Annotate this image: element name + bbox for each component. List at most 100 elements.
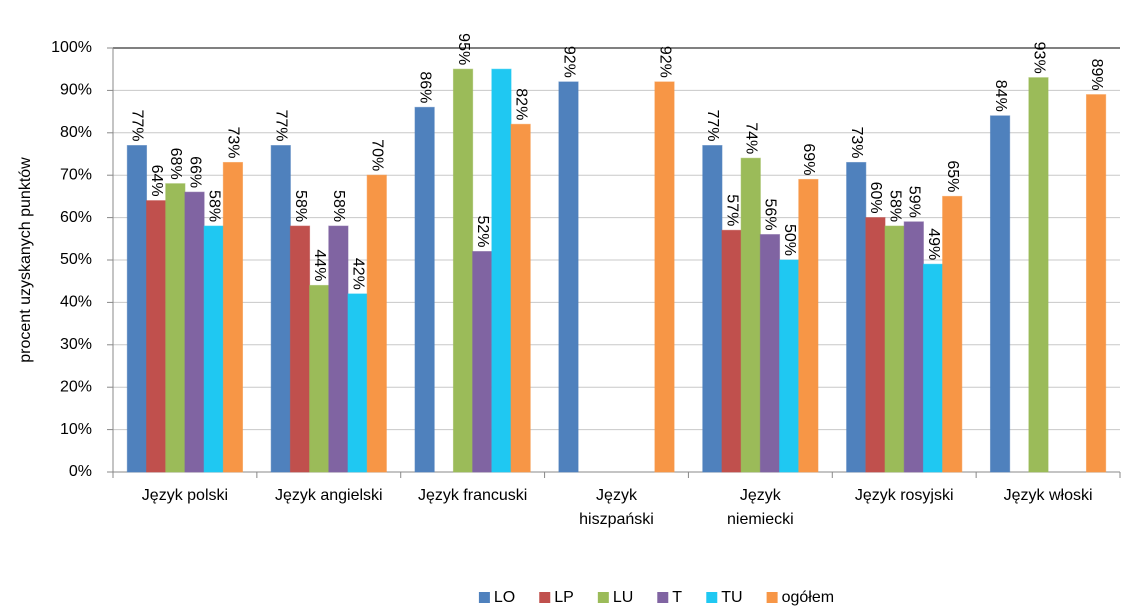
data-label: 58% bbox=[886, 190, 903, 222]
data-label: 59% bbox=[906, 186, 923, 218]
bar bbox=[328, 225, 349, 473]
bar bbox=[270, 145, 291, 473]
data-label: 92% bbox=[560, 46, 577, 78]
data-label: 49% bbox=[925, 228, 942, 260]
x-tick-label-line: Język bbox=[596, 487, 638, 504]
data-label: 89% bbox=[1088, 59, 1105, 91]
data-label: 60% bbox=[867, 182, 884, 214]
bar bbox=[1028, 77, 1049, 473]
legend-item: T bbox=[657, 589, 682, 606]
y-tick-label: 30% bbox=[60, 336, 92, 353]
legend-label: ogółem bbox=[782, 589, 834, 606]
data-label: 58% bbox=[292, 190, 309, 222]
bar bbox=[452, 68, 474, 473]
legend-swatch bbox=[478, 592, 490, 603]
legend-swatch bbox=[766, 592, 778, 603]
x-tick-label: Język hiszpański bbox=[579, 487, 654, 528]
x-tick-label-line: hiszpański bbox=[579, 511, 654, 528]
y-tick-label: 50% bbox=[60, 251, 92, 268]
bar bbox=[721, 229, 742, 473]
bar bbox=[798, 178, 819, 473]
legend-item: LO bbox=[478, 589, 515, 606]
data-label: 69% bbox=[800, 143, 817, 175]
bar bbox=[759, 234, 781, 473]
data-label: 74% bbox=[743, 122, 760, 154]
bar bbox=[779, 259, 800, 473]
data-label: 64% bbox=[148, 165, 165, 197]
bar bbox=[184, 191, 205, 473]
x-tick-label: Język włoski bbox=[1004, 487, 1093, 504]
data-label: 84% bbox=[992, 80, 1009, 112]
bar bbox=[366, 174, 387, 473]
bar bbox=[884, 225, 905, 473]
legend-item: LU bbox=[597, 589, 633, 606]
data-label: 82% bbox=[512, 88, 529, 120]
bar bbox=[289, 225, 311, 473]
bar bbox=[126, 145, 148, 473]
y-tick-label: 0% bbox=[69, 463, 92, 480]
y-tick-label: 100% bbox=[51, 39, 92, 56]
data-label: 68% bbox=[167, 148, 184, 180]
data-label: 86% bbox=[416, 71, 433, 103]
x-tick-label-line: Język francuski bbox=[418, 487, 527, 504]
data-label: 73% bbox=[848, 126, 865, 158]
bar bbox=[347, 293, 368, 473]
bar bbox=[491, 68, 512, 473]
data-label: 70% bbox=[369, 139, 386, 171]
bar bbox=[942, 195, 963, 473]
y-tick-label: 20% bbox=[60, 378, 92, 395]
bar bbox=[558, 81, 579, 473]
bar bbox=[165, 183, 186, 473]
bar bbox=[203, 225, 224, 473]
y-tick-label: 70% bbox=[60, 166, 92, 183]
bar bbox=[903, 221, 924, 473]
x-tick-label: Język angielski bbox=[275, 487, 383, 504]
bar bbox=[702, 145, 723, 473]
bar bbox=[846, 161, 867, 473]
data-label: 77% bbox=[129, 109, 146, 141]
bar bbox=[922, 263, 944, 473]
legend-item: ogółem bbox=[766, 589, 834, 606]
x-tick-label-line: Język rosyjski bbox=[855, 487, 954, 504]
data-label: 77% bbox=[704, 109, 721, 141]
legend-swatch bbox=[657, 592, 669, 603]
legend-label: LO bbox=[494, 589, 515, 606]
legend-label: TU bbox=[721, 589, 742, 606]
bar bbox=[654, 81, 675, 473]
legend-label: T bbox=[672, 589, 682, 606]
bar bbox=[414, 106, 435, 473]
x-tick-label-line: Język polski bbox=[142, 487, 228, 504]
legend-swatch bbox=[539, 592, 551, 603]
x-tick-label-line: Język bbox=[740, 487, 782, 504]
y-axis-label: procent uzyskanych punktów bbox=[17, 157, 34, 363]
bar bbox=[309, 284, 330, 473]
x-tick-label: Język francuski bbox=[418, 487, 527, 504]
data-label: 77% bbox=[273, 109, 290, 141]
data-label: 44% bbox=[311, 249, 328, 281]
bar bbox=[1085, 94, 1107, 473]
legend-item: TU bbox=[706, 589, 743, 606]
data-label: 50% bbox=[781, 224, 798, 256]
y-tick-label: 60% bbox=[60, 209, 92, 226]
bar bbox=[865, 217, 886, 473]
x-tick-label: Język rosyjski bbox=[855, 487, 954, 504]
x-tick-label: Język niemiecki bbox=[727, 487, 794, 528]
data-label: 95% bbox=[455, 33, 472, 65]
x-tick-label-line: niemiecki bbox=[727, 511, 794, 528]
x-tick-label: Język polski bbox=[142, 487, 228, 504]
y-tick-label: 80% bbox=[60, 124, 92, 141]
data-label: 92% bbox=[656, 46, 673, 78]
data-label: 42% bbox=[349, 258, 366, 290]
bar bbox=[222, 161, 244, 473]
legend-item: LP bbox=[539, 589, 574, 606]
legend-swatch bbox=[706, 592, 718, 603]
data-label: 57% bbox=[723, 194, 740, 226]
data-label: 93% bbox=[1030, 42, 1047, 74]
data-label: 58% bbox=[205, 190, 222, 222]
data-label: 58% bbox=[330, 190, 347, 222]
data-label: 73% bbox=[225, 126, 242, 158]
bar bbox=[472, 251, 493, 473]
data-label: 66% bbox=[186, 156, 203, 188]
x-tick-label-line: Język włoski bbox=[1004, 487, 1093, 504]
